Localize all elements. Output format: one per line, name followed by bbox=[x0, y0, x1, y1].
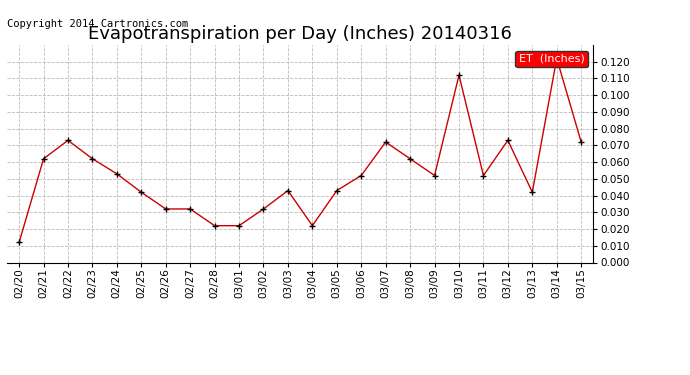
Title: Evapotranspiration per Day (Inches) 20140316: Evapotranspiration per Day (Inches) 2014… bbox=[88, 26, 512, 44]
Text: Copyright 2014 Cartronics.com: Copyright 2014 Cartronics.com bbox=[7, 19, 188, 29]
Legend: ET  (Inches): ET (Inches) bbox=[515, 51, 588, 67]
